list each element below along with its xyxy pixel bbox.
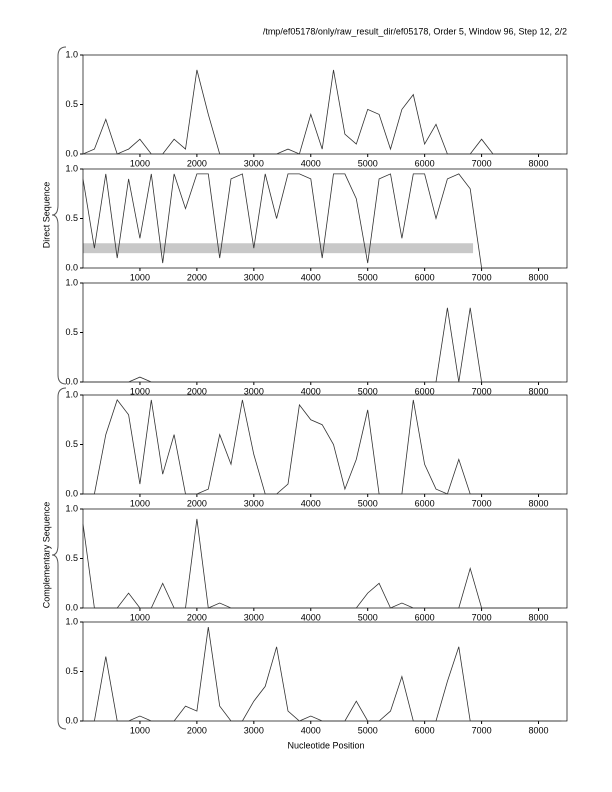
y-tick-label: 0.5 [65, 99, 78, 109]
x-tick-label: 3000 [244, 612, 264, 622]
x-tick-label: 7000 [472, 272, 492, 282]
x-tick-label: 6000 [415, 498, 435, 508]
y-tick-label: 0.5 [65, 666, 78, 676]
brace [51, 387, 67, 730]
data-line [82, 69, 562, 155]
x-tick-label: 3000 [244, 158, 264, 168]
y-tick-label: 0.5 [65, 553, 78, 563]
group-label: Complementary Sequence [41, 502, 51, 609]
x-tick-label: 4000 [301, 386, 321, 396]
x-tick-label: 4000 [301, 158, 321, 168]
x-tick-label: 5000 [358, 386, 378, 396]
x-tick-label: 6000 [415, 272, 435, 282]
x-tick-label: 3000 [244, 386, 264, 396]
x-tick-label: 2000 [187, 498, 207, 508]
x-tick-label: 8000 [529, 498, 549, 508]
x-tick-label: 8000 [529, 612, 549, 622]
x-tick-label: 7000 [472, 158, 492, 168]
x-tick-label: 8000 [529, 386, 549, 396]
data-line [83, 626, 562, 722]
x-tick-label: 8000 [529, 272, 549, 282]
y-tick-label: 0.5 [65, 213, 78, 223]
data-line [82, 173, 562, 269]
y-tick-label: 1.0 [65, 389, 78, 399]
x-tick-label: 4000 [301, 725, 321, 735]
x-tick-label: 2000 [187, 612, 207, 622]
x-tick-label: 4000 [301, 272, 321, 282]
data-line [82, 518, 562, 609]
x-tick-label: 7000 [472, 498, 492, 508]
y-tick-label: 0.0 [65, 602, 78, 612]
x-tick-label: 7000 [472, 612, 492, 622]
data-line [83, 399, 562, 495]
x-tick-label: 1000 [130, 158, 150, 168]
y-tick-label: 1.0 [65, 277, 78, 287]
y-tick-label: 0.5 [65, 327, 78, 337]
y-tick-label: 0.5 [65, 439, 78, 449]
x-tick-label: 1000 [130, 272, 150, 282]
y-tick-label: 1.0 [65, 503, 78, 513]
x-tick-label: 3000 [244, 272, 264, 282]
y-tick-label: 0.0 [65, 262, 78, 272]
x-tick-label: 2000 [187, 725, 207, 735]
x-axis-label: Nucleotide Position [287, 740, 364, 750]
y-tick-label: 1.0 [65, 49, 78, 59]
x-tick-label: 6000 [415, 725, 435, 735]
y-tick-label: 0.0 [65, 488, 78, 498]
x-tick-label: 8000 [529, 725, 549, 735]
plot-frame [82, 394, 568, 495]
y-tick-label: 0.0 [65, 715, 78, 725]
x-tick-label: 5000 [358, 725, 378, 735]
plot-frame [82, 282, 568, 383]
header: /tmp/ef05178/only/raw_result_dir/ef05178… [263, 26, 567, 36]
plot-frame [82, 508, 568, 609]
plot-frame [82, 621, 568, 722]
data-line [83, 307, 562, 383]
x-tick-label: 7000 [472, 386, 492, 396]
x-tick-label: 2000 [187, 272, 207, 282]
y-tick-label: 0.0 [65, 148, 78, 158]
x-tick-label: 6000 [415, 612, 435, 622]
brace [51, 46, 67, 385]
x-tick-label: 2000 [187, 386, 207, 396]
x-tick-label: 1000 [130, 725, 150, 735]
x-tick-label: 6000 [415, 386, 435, 396]
x-tick-label: 6000 [415, 158, 435, 168]
x-tick-label: 5000 [358, 498, 378, 508]
y-tick-label: 1.0 [65, 616, 78, 626]
x-tick-label: 1000 [130, 498, 150, 508]
x-tick-label: 4000 [301, 498, 321, 508]
x-tick-label: 1000 [130, 612, 150, 622]
x-tick-label: 3000 [244, 498, 264, 508]
x-tick-label: 5000 [358, 272, 378, 282]
x-tick-label: 5000 [358, 612, 378, 622]
y-tick-label: 0.0 [65, 376, 78, 386]
x-tick-label: 5000 [358, 158, 378, 168]
x-tick-label: 2000 [187, 158, 207, 168]
group-label: Direct Sequence [41, 182, 51, 249]
x-tick-label: 1000 [130, 386, 150, 396]
plot-frame [82, 54, 568, 155]
x-tick-label: 3000 [244, 725, 264, 735]
x-tick-label: 4000 [301, 612, 321, 622]
y-tick-label: 1.0 [65, 163, 78, 173]
highlight-band [83, 243, 474, 254]
x-tick-label: 7000 [472, 725, 492, 735]
x-tick-label: 8000 [529, 158, 549, 168]
